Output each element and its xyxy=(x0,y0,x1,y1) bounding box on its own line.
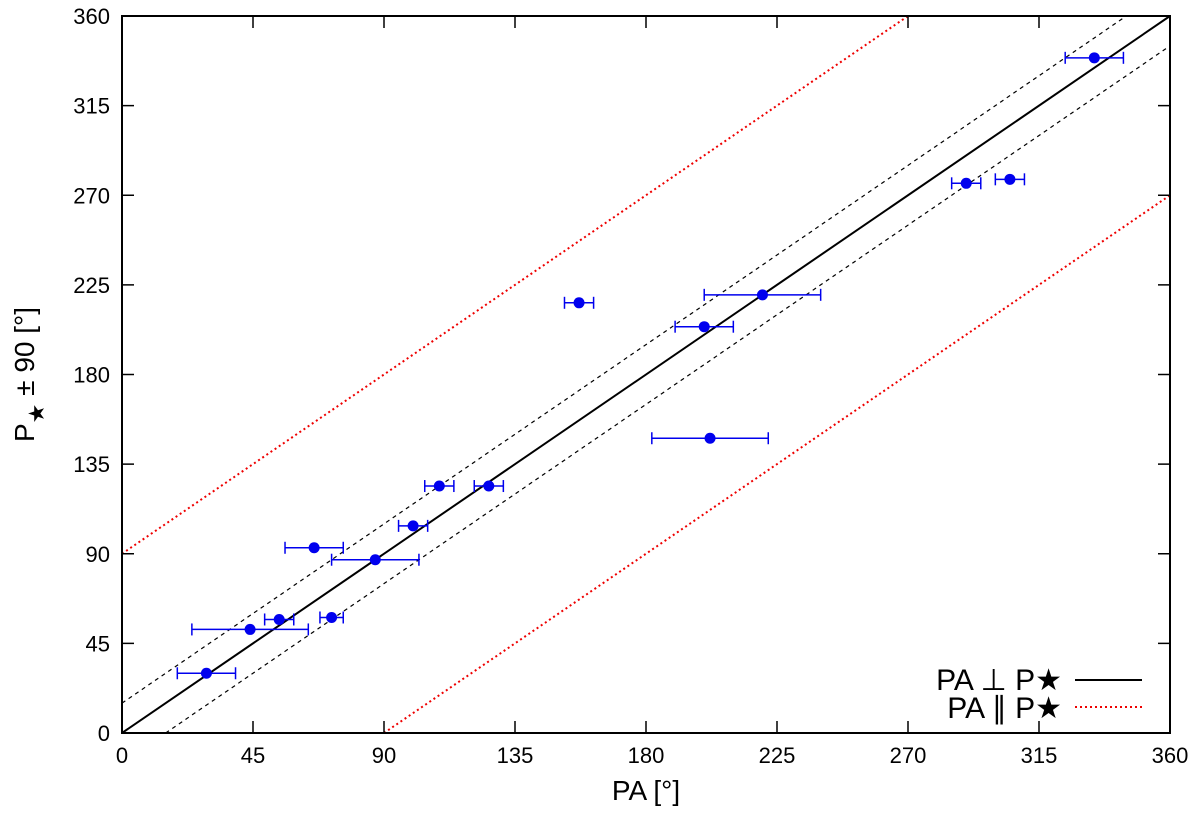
data-point-9 xyxy=(573,297,585,309)
axis-ticks xyxy=(121,15,1171,734)
y-axis-title: P★ ± 90 [°] xyxy=(9,307,49,442)
data-point-13 xyxy=(960,177,972,189)
y-tick-label-8: 360 xyxy=(73,4,110,29)
y-axis-title-main: P xyxy=(9,423,40,442)
band-line-1 xyxy=(165,45,1171,734)
legend: PA ⊥ P★ PA ∥ P★ xyxy=(936,664,1142,725)
band-line-0 xyxy=(121,15,1127,704)
data-point-14 xyxy=(1004,173,1016,185)
data-point-3 xyxy=(308,542,320,554)
parallel-line-0 xyxy=(121,15,909,555)
y-tick-label-1: 45 xyxy=(86,631,110,656)
data-point-6 xyxy=(407,520,419,532)
x-tick-label-2: 90 xyxy=(372,743,396,768)
data-point-5 xyxy=(369,554,381,566)
y-tick-label-4: 180 xyxy=(73,363,110,388)
data-point-15 xyxy=(1088,52,1100,64)
data-point-2 xyxy=(273,613,285,625)
reference-lines xyxy=(121,15,1171,734)
data-point-11 xyxy=(704,432,716,444)
x-tick-label-1: 45 xyxy=(241,743,265,768)
legend-label-perpendicular: PA ⊥ P★ xyxy=(936,664,1062,697)
x-tick-label-5: 225 xyxy=(759,743,796,768)
data-point-8 xyxy=(483,480,495,492)
y-tick-label-0: 0 xyxy=(98,721,110,746)
data-point-0 xyxy=(200,667,212,679)
y-tick-label-3: 135 xyxy=(73,452,110,477)
legend-label-parallel: PA ∥ P★ xyxy=(947,692,1062,725)
y-axis-title-rest: ± 90 [°] xyxy=(9,307,40,404)
x-tick-label-6: 270 xyxy=(890,743,927,768)
perpendicular-line xyxy=(121,15,1171,734)
y-tick-label-6: 270 xyxy=(73,183,110,208)
x-axis-title: PA [°] xyxy=(612,775,680,806)
data-point-7 xyxy=(433,480,445,492)
x-tick-labels: 0 45 90 135 180 225 270 315 360 xyxy=(116,743,1188,768)
y-tick-label-5: 225 xyxy=(73,273,110,298)
x-tick-label-0: 0 xyxy=(116,743,128,768)
data-point-12 xyxy=(756,289,768,301)
data-point-1 xyxy=(244,623,256,635)
x-tick-label-3: 135 xyxy=(497,743,534,768)
x-tick-label-7: 315 xyxy=(1021,743,1058,768)
data-point-4 xyxy=(326,611,338,623)
y-axis-title-sub: ★ xyxy=(24,404,49,424)
y-tick-label-2: 90 xyxy=(86,542,110,567)
y-tick-labels: 0 45 90 135 180 225 270 315 360 xyxy=(73,4,110,746)
data-point-10 xyxy=(698,321,710,333)
y-tick-label-7: 315 xyxy=(73,94,110,119)
parallel-line-1 xyxy=(383,194,1171,734)
x-tick-label-4: 180 xyxy=(628,743,665,768)
data-points xyxy=(200,52,1100,679)
x-tick-label-8: 360 xyxy=(1152,743,1189,768)
